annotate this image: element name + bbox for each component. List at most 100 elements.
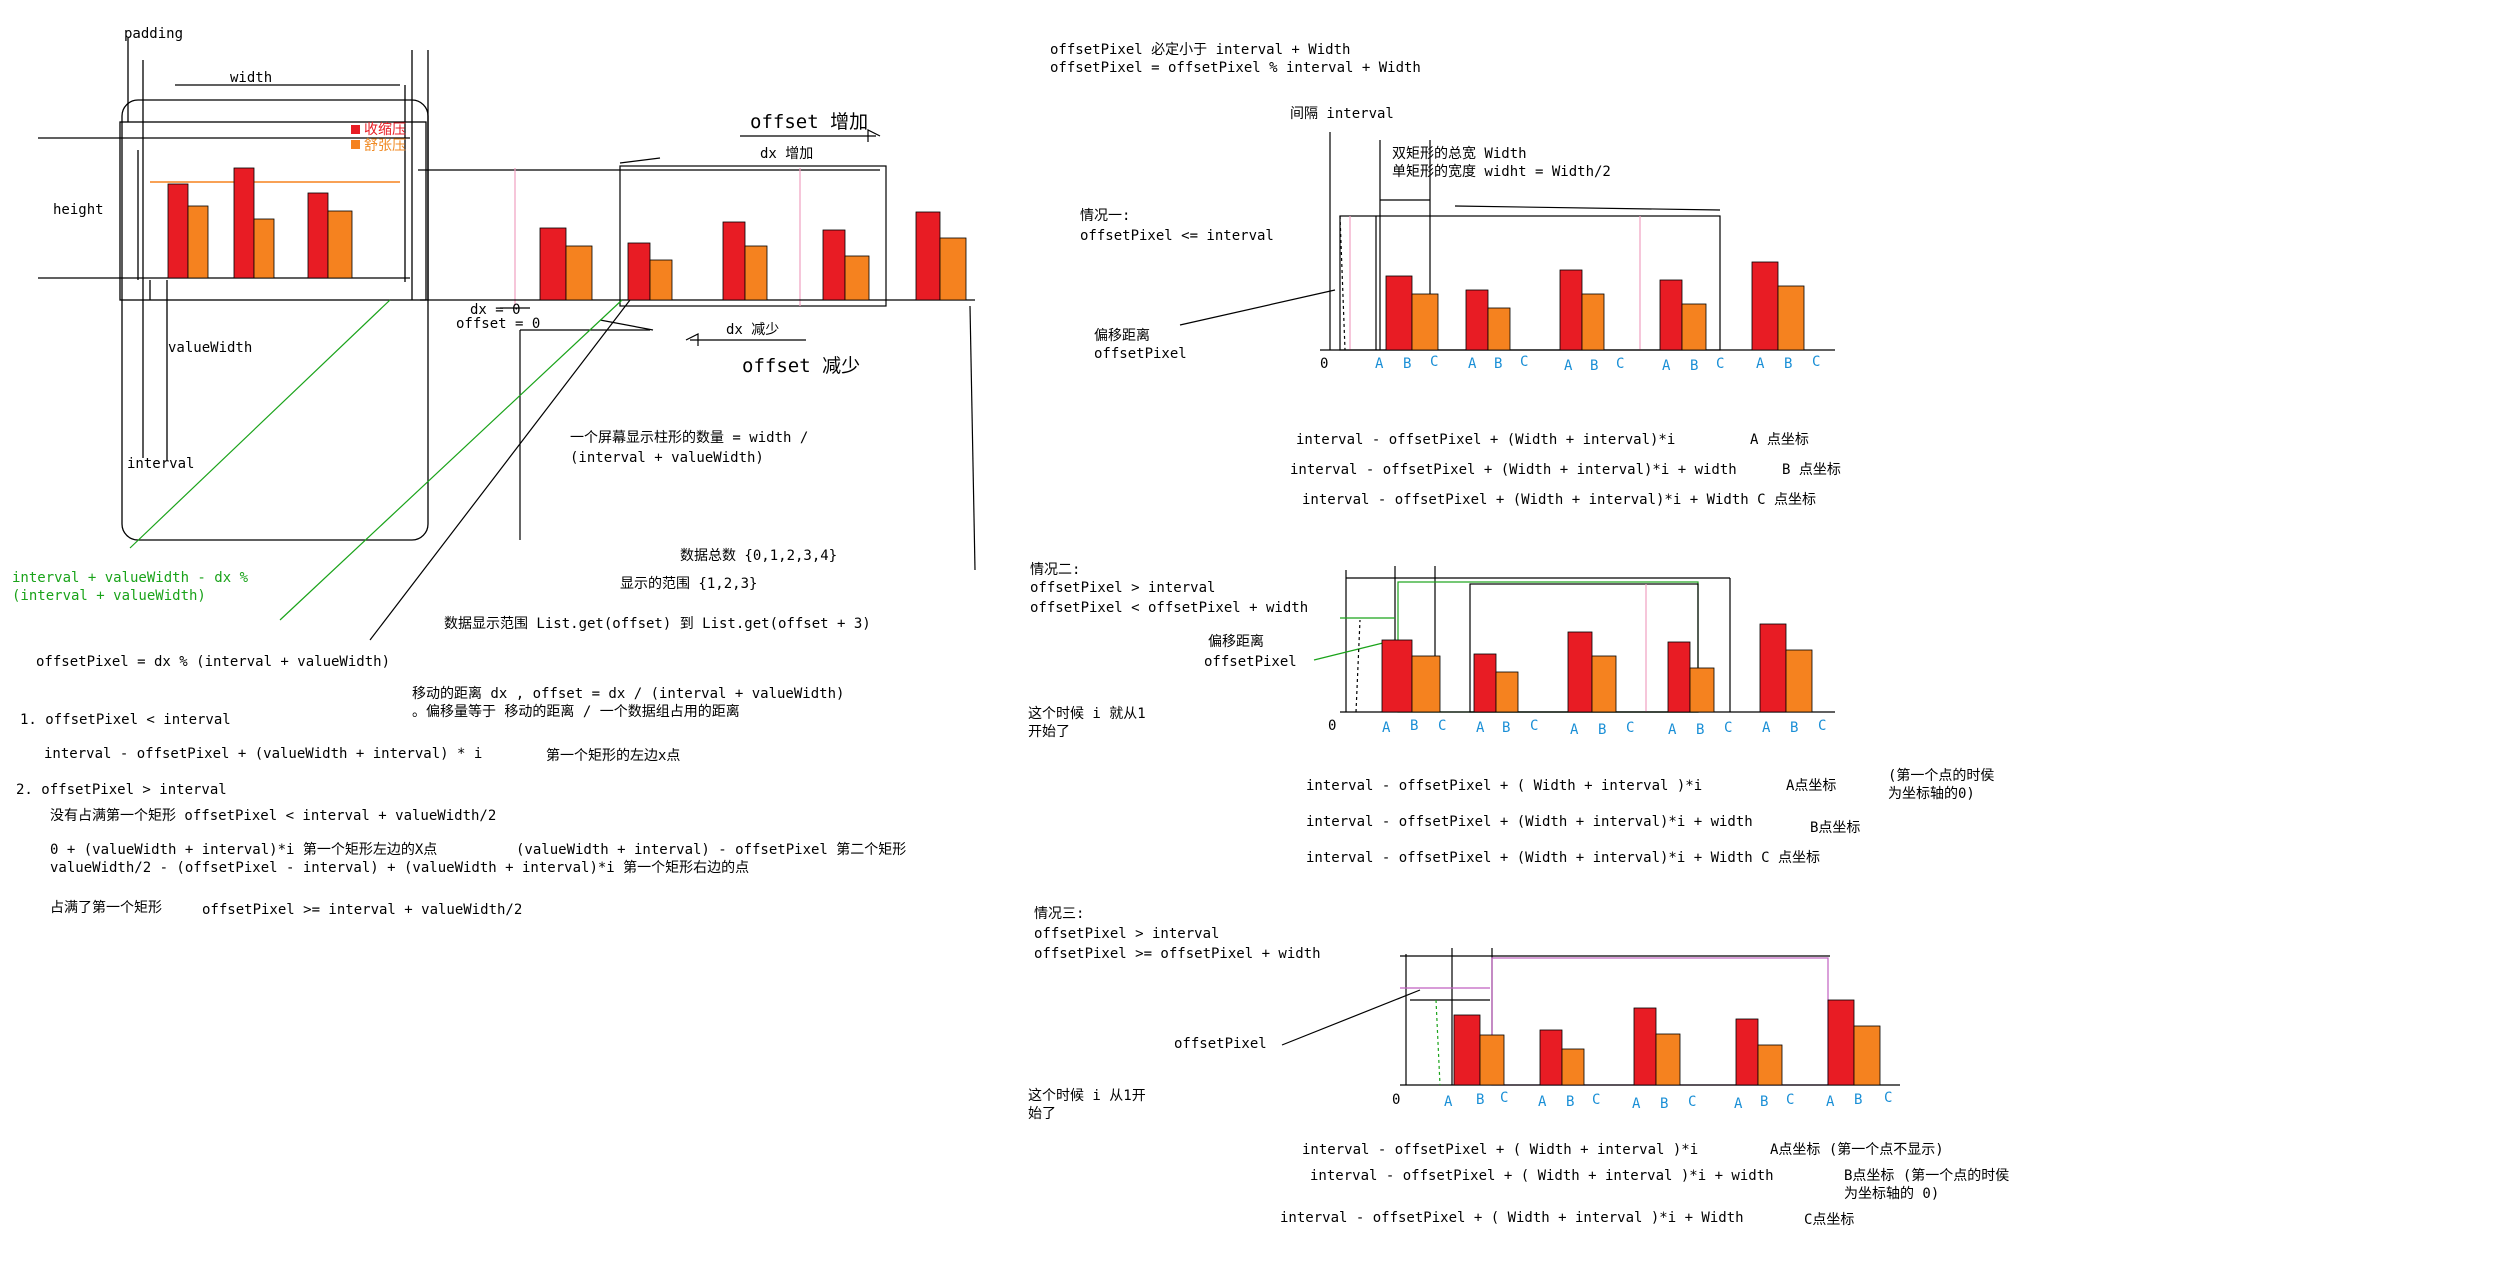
svg-text:B: B — [1790, 720, 1798, 736]
case2-note-a: A点坐标 — [1786, 778, 1836, 794]
case3-note-b-2: 为坐标轴的 0) — [1844, 1186, 1939, 1202]
case1-zero: 0 — [1320, 356, 1328, 372]
case2-zero: 0 — [1328, 718, 1336, 734]
label-single-width: 单矩形的宽度 widht = Width/2 — [1392, 163, 1611, 180]
svg-text:B: B — [1476, 1092, 1484, 1108]
legend-2: 舒张压 — [364, 138, 406, 154]
svg-text:A: A — [1444, 1094, 1453, 1110]
svg-text:A: A — [1382, 720, 1391, 736]
case2-formula-c: interval - offsetPixel + (Width + interv… — [1306, 850, 1820, 866]
case2-bars — [1381, 623, 1813, 713]
svg-text:C: C — [1438, 718, 1446, 734]
svg-text:B: B — [1566, 1094, 1574, 1110]
svg-text:A: A — [1476, 720, 1485, 736]
case1-offset-1: 偏移距离 — [1094, 327, 1150, 344]
legend-red-swatch — [351, 125, 360, 134]
label-offset0: offset = 0 — [456, 316, 540, 332]
svg-text:C: C — [1716, 356, 1724, 372]
svg-text:A: A — [1468, 356, 1477, 372]
case-2-title: 2. offsetPixel > interval — [16, 782, 227, 798]
svg-text:A: A — [1734, 1096, 1743, 1112]
legend-orange-swatch — [351, 140, 360, 149]
left-connectors — [129, 299, 631, 641]
svg-text:C: C — [1520, 354, 1528, 370]
case3-frames — [1281, 948, 1900, 1086]
label-dx-dec: dx 减少 — [726, 322, 779, 338]
svg-text:C: C — [1592, 1092, 1600, 1108]
offsetpixel-formula: offsetPixel = dx % (interval + valueWidt… — [36, 654, 390, 670]
case2-cond-1: offsetPixel > interval — [1030, 580, 1215, 596]
svg-text:A: A — [1756, 356, 1765, 372]
case2-cond-2: offsetPixel < offsetPixel + width — [1030, 600, 1308, 616]
case-1-note: 第一个矩形的左边x点 — [546, 747, 680, 764]
svg-text:A: A — [1375, 356, 1384, 372]
case3-formula-a: interval - offsetPixel + ( Width + inter… — [1302, 1142, 1698, 1158]
svg-text:C: C — [1430, 354, 1438, 370]
svg-text:A: A — [1826, 1094, 1835, 1110]
range-text: 显示的范围 {1,2,3} — [620, 575, 757, 592]
svg-text:A: A — [1668, 722, 1677, 738]
case3-zero: 0 — [1392, 1092, 1400, 1108]
case3-bars — [1453, 999, 1881, 1086]
svg-text:A: A — [1538, 1094, 1547, 1110]
case3-i-1: 这个时候 i 从1开 — [1028, 1087, 1146, 1104]
label-total-width: 双矩形的总宽 Width — [1392, 145, 1527, 162]
case1-formula-c: interval - offsetPixel + (Width + interv… — [1302, 492, 1816, 508]
svg-text:B: B — [1784, 356, 1792, 372]
case2-i-1: 这个时候 i 就从1 — [1028, 705, 1146, 722]
label-valuewidth: valueWidth — [168, 340, 252, 356]
count-line-2: (interval + valueWidth) — [570, 450, 764, 466]
svg-text:B: B — [1410, 718, 1418, 734]
svg-text:C: C — [1688, 1094, 1696, 1110]
case3-cond-1: offsetPixel > interval — [1034, 926, 1219, 942]
list-range-text: 数据显示范围 List.get(offset) 到 List.get(offse… — [444, 615, 871, 632]
label-offset-dec: offset 减少 — [742, 355, 860, 377]
svg-text:A: A — [1564, 358, 1573, 374]
svg-text:B: B — [1660, 1096, 1668, 1112]
right-text: offsetPixel 必定小于 interval + Width offset… — [1028, 42, 2009, 1228]
green-formula-1: interval + valueWidth - dx % — [12, 570, 249, 586]
case3-cond-2: offsetPixel >= offsetPixel + width — [1034, 946, 1321, 962]
total-text: 数据总数 {0,1,2,3,4} — [680, 548, 837, 564]
case3-i-2: 始了 — [1028, 1106, 1056, 1122]
left-bars — [167, 167, 353, 279]
svg-text:A: A — [1662, 358, 1671, 374]
left-text: padding width height valueWidth interval… — [12, 26, 906, 918]
case1-offset-2: offsetPixel — [1094, 346, 1187, 362]
middle-frames — [418, 129, 976, 571]
label-height: height — [53, 202, 104, 218]
case-2d2: offsetPixel >= interval + valueWidth/2 — [202, 902, 522, 918]
svg-text:B: B — [1502, 720, 1510, 736]
case1-formula-b: interval - offsetPixel + (Width + interv… — [1290, 462, 1737, 478]
case-2b1: 0 + (valueWidth + interval)*i 第一个矩形左边的X点 — [50, 841, 437, 858]
header-line-2: offsetPixel = offsetPixel % interval + W… — [1050, 60, 1421, 76]
svg-text:C: C — [1616, 356, 1624, 372]
case-2d1: 占满了第一个矩形 — [50, 899, 162, 916]
svg-text:C: C — [1500, 1090, 1508, 1106]
label-gap: 间隔 interval — [1290, 106, 1394, 122]
case3-note-a: A点坐标 (第一个点不显示) — [1770, 1141, 1944, 1158]
svg-text:A: A — [1570, 722, 1579, 738]
case1-bars — [1385, 261, 1805, 351]
case-1-title: 1. offsetPixel < interval — [20, 712, 231, 728]
case2-note-2: 为坐标轴的0) — [1888, 786, 1975, 802]
case1-note-a: A 点坐标 — [1750, 432, 1809, 448]
svg-text:B: B — [1696, 722, 1704, 738]
case2-formula-a: interval - offsetPixel + ( Width + inter… — [1306, 778, 1702, 794]
case2-note-b: B点坐标 — [1810, 820, 1860, 836]
label-interval: interval — [127, 456, 194, 472]
svg-text:C: C — [1786, 1092, 1794, 1108]
svg-text:C: C — [1818, 718, 1826, 734]
svg-text:B: B — [1403, 356, 1411, 372]
svg-text:B: B — [1494, 356, 1502, 372]
svg-text:C: C — [1812, 354, 1820, 370]
green-formula-2: (interval + valueWidth) — [12, 588, 206, 604]
svg-text:B: B — [1690, 358, 1698, 374]
svg-text:B: B — [1590, 358, 1598, 374]
case3-formula-c: interval - offsetPixel + ( Width + inter… — [1280, 1210, 1744, 1226]
case2-offset-2: offsetPixel — [1204, 654, 1297, 670]
case1-formula-a: interval - offsetPixel + (Width + interv… — [1296, 432, 1675, 448]
